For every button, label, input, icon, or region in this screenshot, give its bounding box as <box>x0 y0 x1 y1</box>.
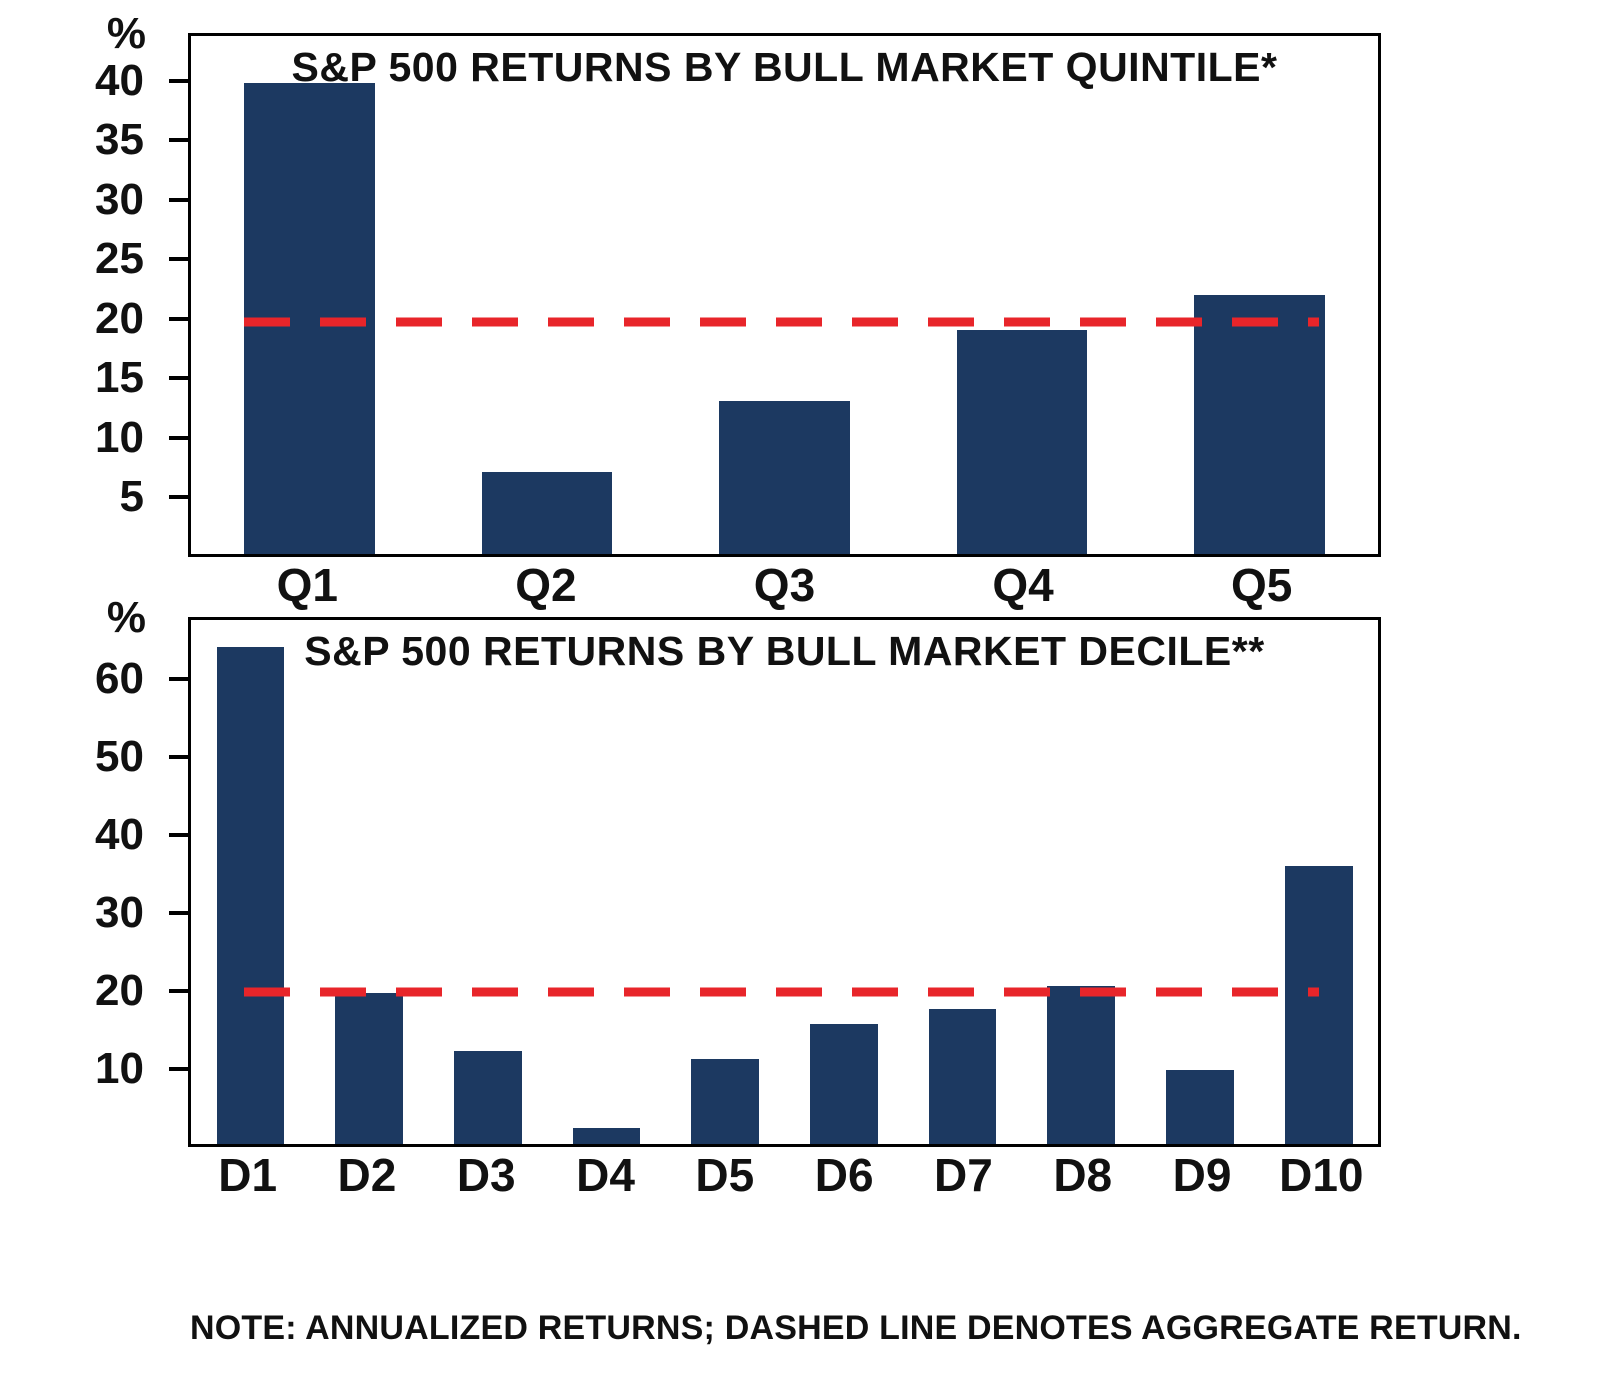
bar-slot-d8 <box>1022 620 1141 1144</box>
y-tick-label-30: 30 <box>95 887 144 937</box>
bar-d6 <box>810 1024 878 1144</box>
bar-d5 <box>691 1058 759 1144</box>
x-label-q4: Q4 <box>992 559 1054 611</box>
bar-slot-q3 <box>666 36 903 554</box>
quintile-bars <box>191 36 1378 554</box>
x-label-d10: D10 <box>1279 1148 1364 1201</box>
bar-d2 <box>335 993 403 1144</box>
decile-bars <box>191 620 1378 1144</box>
x-label-d6: D6 <box>814 1148 874 1201</box>
bar-q5 <box>1194 295 1325 554</box>
bar-q3 <box>719 400 850 554</box>
quintile-y-axis: % 5 10 15 20 25 30 35 40 <box>0 9 191 557</box>
y-tick-mark <box>169 376 191 381</box>
x-label-q1: Q1 <box>276 559 338 611</box>
y-tick-mark <box>169 138 191 143</box>
decile-chart: % 10 20 30 40 50 60 S&P 500 RETURNS BY BULL M… <box>0 593 1600 1207</box>
quintile-x-axis-labels: Q1 Q2 Q3 Q4 Q5 <box>188 557 1381 617</box>
x-label-d7: D7 <box>934 1148 993 1201</box>
y-tick-label-35: 35 <box>95 115 144 165</box>
bar-slot-d9 <box>1141 620 1260 1144</box>
quintile-aggregate-dashed-line <box>244 317 1319 327</box>
x-label-q5: Q5 <box>1230 559 1293 611</box>
y-axis-unit-label: % <box>106 592 146 642</box>
y-tick-label-60: 60 <box>95 653 144 703</box>
y-tick-label-5: 5 <box>119 472 144 522</box>
y-tick-mark <box>169 1066 191 1071</box>
bar-d8 <box>1047 985 1116 1144</box>
bar-slot-d10 <box>1259 620 1378 1144</box>
bar-d1 <box>216 646 285 1144</box>
y-tick-mark <box>169 257 191 262</box>
bar-q2 <box>481 471 613 554</box>
bar-d9 <box>1166 1070 1234 1144</box>
y-tick-mark <box>169 197 191 202</box>
x-label-d9: D9 <box>1172 1148 1232 1201</box>
y-tick-mark <box>169 988 191 993</box>
y-tick-label-10: 10 <box>95 1043 144 1093</box>
decile-plot-area: S&P 500 RETURNS BY BULL MARKET DECILE** <box>188 616 1381 1147</box>
x-label-d3: D3 <box>456 1148 516 1201</box>
decile-y-axis: % 10 20 30 40 50 60 <box>0 593 191 1147</box>
y-tick-mark <box>169 316 191 321</box>
bar-slot-d1 <box>191 620 310 1144</box>
bar-d7 <box>928 1008 997 1144</box>
y-axis-unit-label: % <box>106 9 146 58</box>
y-tick-mark <box>169 910 191 915</box>
footnotes: NOTE: ANNUALIZED RETURNS; DASHED LINE DE… <box>190 1216 1600 1381</box>
y-tick-label-40: 40 <box>95 55 144 105</box>
y-tick-label-40: 40 <box>95 809 144 859</box>
bar-slot-d4 <box>547 620 666 1144</box>
x-label-d8: D8 <box>1053 1148 1113 1201</box>
bar-slot-d2 <box>310 620 429 1144</box>
bar-slot-q5 <box>1141 36 1378 554</box>
y-tick-label-15: 15 <box>95 353 144 403</box>
footnote-note: NOTE: ANNUALIZED RETURNS; DASHED LINE DE… <box>190 1309 1522 1348</box>
x-label-q2: Q2 <box>515 559 577 611</box>
quintile-chart-title: S&P 500 RETURNS BY BULL MARKET QUINTILE* <box>291 44 1278 90</box>
y-tick-mark <box>169 78 191 83</box>
bar-slot-d3 <box>428 620 547 1144</box>
bar-slot-d7 <box>903 620 1022 1144</box>
bar-d4 <box>572 1128 641 1144</box>
y-tick-label-30: 30 <box>95 174 144 224</box>
decile-x-axis-labels: D1 D2 D3 D4 D5 D6 D7 D8 D9 D10 <box>188 1147 1381 1207</box>
y-tick-mark <box>169 754 191 759</box>
decile-aggregate-dashed-line <box>244 987 1319 997</box>
bar-slot-q2 <box>428 36 665 554</box>
y-tick-mark <box>169 495 191 500</box>
bar-d3 <box>453 1051 522 1144</box>
bar-slot-d5 <box>666 620 785 1144</box>
bar-slot-d6 <box>785 620 904 1144</box>
bar-slot-q1 <box>191 36 428 554</box>
x-label-d2: D2 <box>337 1148 397 1201</box>
decile-chart-title: S&P 500 RETURNS BY BULL MARKET DECILE** <box>304 627 1265 674</box>
bar-d10 <box>1284 866 1353 1144</box>
y-tick-label-50: 50 <box>95 731 144 781</box>
bar-slot-q4 <box>903 36 1140 554</box>
y-tick-label-25: 25 <box>95 234 144 284</box>
x-label-d1: D1 <box>218 1148 278 1201</box>
x-label-d4: D4 <box>576 1148 635 1201</box>
y-tick-label-10: 10 <box>95 412 144 462</box>
y-tick-label-20: 20 <box>95 293 144 343</box>
quintile-plot-area: S&P 500 RETURNS BY BULL MARKET QUINTILE* <box>188 33 1381 557</box>
y-tick-mark <box>169 435 191 440</box>
x-label-q3: Q3 <box>753 559 816 611</box>
y-tick-mark <box>169 676 191 681</box>
y-tick-mark <box>169 832 191 837</box>
bar-q4 <box>956 330 1088 554</box>
x-label-d5: D5 <box>695 1148 755 1201</box>
quintile-chart: % 5 10 15 20 25 30 35 40 S&P 500 RETURNS BY BUL… <box>0 9 1600 617</box>
y-tick-label-20: 20 <box>95 965 144 1015</box>
